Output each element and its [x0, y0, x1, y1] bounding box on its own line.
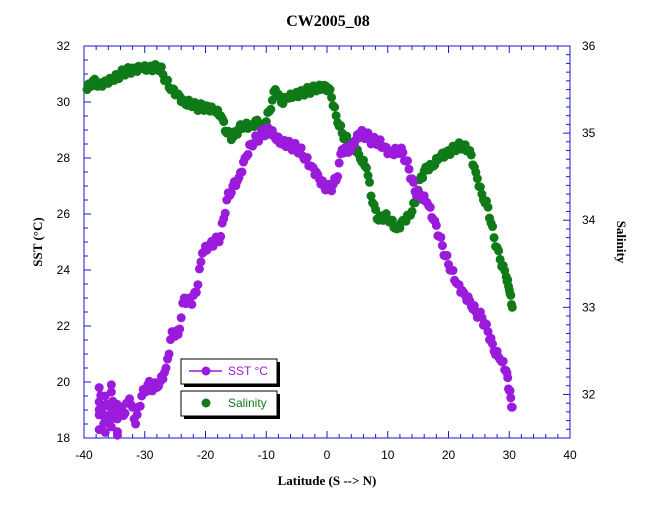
data-point [490, 233, 499, 242]
data-point [162, 364, 171, 373]
y-tick-label: 28 [57, 151, 71, 165]
data-point [449, 266, 458, 275]
data-point [405, 165, 414, 174]
data-point [408, 207, 417, 216]
data-point [330, 103, 339, 112]
data-point [219, 117, 228, 126]
y-axis-label: SST (°C) [30, 217, 45, 266]
legend: SST °C Salinity [181, 359, 280, 419]
chart-title: CW2005_08 [286, 13, 370, 30]
data-point [165, 349, 174, 358]
x-tick-label: -30 [136, 448, 154, 462]
x-tick-label: -20 [197, 448, 215, 462]
data-point [187, 300, 196, 309]
data-point [333, 172, 342, 181]
data-point [133, 410, 142, 419]
x-tick-label: 30 [503, 448, 517, 462]
data-point [237, 167, 246, 176]
data-point [244, 150, 253, 159]
data-point [473, 174, 482, 183]
x-tick-label: -10 [258, 448, 276, 462]
y-tick-label: 24 [57, 263, 71, 277]
data-point [196, 257, 205, 266]
data-point [157, 62, 166, 71]
x-tick-label: 0 [324, 448, 331, 462]
data-point [426, 203, 435, 212]
data-point [121, 409, 130, 418]
data-point [494, 246, 503, 255]
y-axis-left: 18 20 22 24 26 28 30 32 [57, 39, 91, 445]
data-point [508, 303, 517, 312]
data-point [136, 402, 145, 411]
data-point [508, 403, 517, 412]
data-point [326, 85, 335, 94]
data-point [107, 380, 116, 389]
data-point [503, 373, 512, 382]
data-point [192, 288, 201, 297]
data-point [266, 105, 275, 114]
data-point [362, 163, 371, 172]
data-point [113, 427, 122, 436]
data-point [221, 209, 230, 218]
y-tick-label: 26 [57, 207, 71, 221]
y2-tick-label: 34 [582, 213, 596, 227]
data-point [409, 178, 418, 187]
data-point [483, 203, 492, 212]
x-tick-label: 10 [381, 448, 395, 462]
y-tick-label: 18 [57, 431, 71, 445]
y2-tick-label: 32 [582, 387, 596, 401]
data-point [436, 233, 445, 242]
data-point [506, 291, 515, 300]
data-point [336, 121, 345, 130]
data-point [177, 313, 186, 322]
data-point [438, 241, 447, 250]
data-point [403, 156, 412, 165]
data-point [506, 393, 515, 402]
y-tick-label: 30 [57, 95, 71, 109]
data-point [95, 383, 104, 392]
data-point [499, 357, 508, 366]
y-tick-label: 32 [57, 39, 71, 53]
data-point [365, 178, 374, 187]
data-point [467, 150, 476, 159]
y2-axis-label: Salinity [614, 221, 629, 264]
x-tick-label: 40 [563, 448, 577, 462]
data-point [398, 148, 407, 157]
y2-tick-label: 35 [582, 126, 596, 140]
y2-tick-label: 33 [582, 300, 596, 314]
data-point [297, 143, 306, 152]
data-point [432, 221, 441, 230]
x-tick-label: -40 [75, 448, 93, 462]
data-point [335, 159, 344, 168]
y-axis-right: 32 33 34 35 36 [563, 39, 596, 438]
legend-marker-sst [202, 367, 211, 376]
data-point [193, 280, 202, 289]
legend-label-sst: SST °C [228, 364, 268, 378]
data-point [442, 251, 451, 260]
legend-label-salinity: Salinity [228, 396, 267, 410]
sst-series [95, 123, 517, 440]
data-point [488, 222, 497, 231]
legend-marker-salinity [202, 399, 211, 408]
data-point [131, 420, 140, 429]
data-point [175, 324, 184, 333]
x-tick-label: 20 [442, 448, 456, 462]
data-point [327, 93, 336, 102]
x-axis-label: Latitude (S --> N) [278, 473, 377, 488]
y-tick-label: 20 [57, 375, 71, 389]
y2-tick-label: 36 [582, 39, 596, 53]
data-point [216, 232, 225, 241]
y-tick-label: 22 [57, 319, 71, 333]
data-point [303, 153, 312, 162]
